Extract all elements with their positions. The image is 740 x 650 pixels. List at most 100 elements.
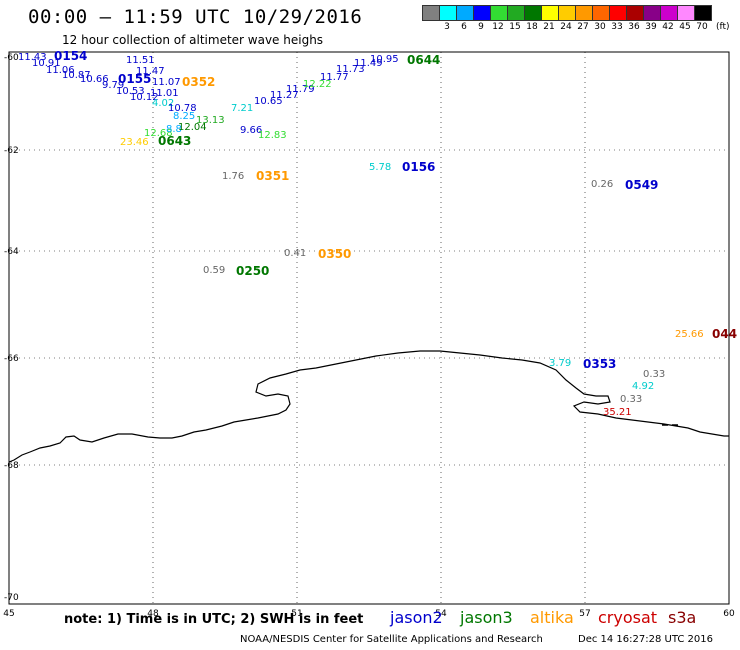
wave-height-label: 12.04 [178, 122, 207, 133]
wave-height-label: 12.83 [258, 130, 287, 141]
lat-tick-label: -64 [4, 247, 19, 257]
lon-tick-label: 48 [147, 609, 159, 619]
wave-height-label: 12.68 [144, 128, 173, 139]
map-subtitle: 12 hour collection of altimeter wave hei… [62, 33, 324, 47]
wave-height-label: 10.53 [116, 86, 145, 97]
map-title: 00:00 – 11:59 UTC 10/29/2016 [28, 6, 363, 28]
wave-height-label: 11.51 [126, 55, 155, 66]
legend-label: 45 [679, 22, 691, 32]
wave-height-label: 10.78 [168, 103, 197, 114]
wave-height-label: 23.46 [120, 137, 149, 148]
pass-time-label: 0549 [625, 178, 658, 192]
satellite-jason3: jason3 [460, 608, 513, 627]
legend-label: 18 [526, 22, 538, 32]
pass-time-label: 0156 [402, 160, 435, 174]
wave-height-label: 11.01 [150, 88, 179, 99]
wave-height-label: 0.33 [620, 394, 642, 405]
wave-height-label: 25.66 [675, 329, 704, 340]
wave-height-label: 11.79 [286, 84, 315, 95]
wave-height-label: 0.33 [643, 369, 665, 380]
wave-height-label: 11.77 [320, 72, 349, 83]
wave-height-label: 1.76 [222, 171, 244, 182]
legend-label: 30 [594, 22, 606, 32]
satellite-cryosat: cryosat [598, 608, 658, 627]
lon-tick-label: 60 [723, 609, 735, 619]
wave-height-label: 11.47 [136, 66, 165, 77]
legend-label: 3 [444, 22, 450, 32]
wave-height-label: 10.91 [32, 58, 61, 69]
wave-height-label: 0.41 [284, 248, 306, 259]
lon-tick-label: 45 [3, 609, 14, 619]
wave-height-label: 11.27 [270, 90, 299, 101]
footer-note: note: 1) Time is in UTC; 2) SWH is in fe… [64, 612, 364, 627]
observation-labels: 11.43 015410.9111.0610.8710.669.79015510.… [18, 49, 737, 418]
wave-height-label: 0.59 [203, 265, 225, 276]
legend-label: 24 [560, 22, 572, 32]
wave-height-label: 11.73 [336, 64, 365, 75]
satellite-jason2: jason2 [390, 608, 443, 627]
lat-tick-label: -68 [4, 461, 19, 471]
wave-height-label: 10.95 [370, 54, 399, 65]
satellite-altika: altika [530, 608, 574, 627]
lon-tick-label: 54 [435, 609, 447, 619]
wave-height-label: 10.66 [80, 74, 109, 85]
wave-height-label: 8.25 [173, 111, 195, 122]
wave-height-label: 35.21 [603, 407, 632, 418]
color-scale-legend [422, 5, 712, 21]
wave-height-label: 4.02 [152, 98, 174, 109]
lon-tick-label: 51 [291, 609, 302, 619]
legend-label: 70 [696, 22, 708, 32]
wave-height-label: 11.49 [354, 58, 383, 69]
plot-frame [8, 51, 730, 605]
wave-height-label: 9.66 [240, 125, 262, 136]
wave-height-label: 10.87 [62, 70, 91, 81]
legend-label: 27 [577, 22, 589, 32]
legend-label: 36 [628, 22, 640, 32]
legend-label: 6 [461, 22, 467, 32]
lat-tick-label: -62 [4, 146, 19, 156]
pass-time-label: 0250 [236, 264, 269, 278]
wave-height-label: 4.92 [632, 381, 654, 392]
pass-time-label: 0352 [182, 75, 215, 89]
wave-height-label: 9.79 [102, 80, 124, 91]
wave-height-label: 8.8 [166, 124, 182, 135]
lat-tick-label: -66 [4, 354, 19, 364]
wave-height-label: 10.12 [130, 92, 159, 103]
wave-height-label: 10.65 [254, 96, 283, 107]
pass-time-label: 0353 [583, 357, 616, 371]
coastline [8, 350, 729, 463]
legend-label: 21 [543, 22, 555, 32]
pass-time-label: 0643 [158, 134, 191, 148]
wave-height-label: 5.78 [369, 162, 391, 173]
lon-tick-label: 57 [579, 609, 590, 619]
pass-time-label: 0350 [318, 247, 351, 261]
legend-unit: (ft) [716, 22, 730, 32]
legend-label: 9 [478, 22, 484, 32]
footer-date: Dec 14 16:27:28 UTC 2016 [578, 634, 713, 645]
pass-time-label: 0644 [407, 53, 440, 67]
legend-swatch [694, 5, 712, 21]
wave-height-label: 7.21 [231, 103, 253, 114]
color-scale-labels: 3 6 9 12 15 18 21 24 27 30 33 36 39 42 45 70 [422, 22, 740, 34]
wave-height-label: 0.26 [591, 179, 613, 190]
wave-height-label: 11.07 [152, 77, 181, 88]
legend-label: 39 [645, 22, 657, 32]
pass-time-label: 044 [712, 327, 737, 341]
wave-height-label: 13.13 [196, 115, 225, 126]
satellite-s3a: s3a [668, 608, 697, 627]
legend-label: 42 [662, 22, 674, 32]
wave-height-label: 11.06 [46, 65, 75, 76]
lat-tick-label: -70 [4, 593, 19, 603]
pass-time-label: 0351 [256, 169, 289, 183]
legend-label: 12 [492, 22, 504, 32]
legend-label: 33 [611, 22, 623, 32]
wave-height-label: 12.22 [303, 79, 332, 90]
legend-label: 15 [509, 22, 521, 32]
footer-credit: NOAA/NESDIS Center for Satellite Applica… [240, 634, 543, 645]
lat-tick-label: -60 [4, 53, 19, 63]
pass-time-label: 0154 [54, 49, 87, 63]
wave-height-label: 11.43 [18, 52, 47, 63]
wave-height-label: 3.79 [549, 358, 571, 369]
pass-time-label: 0155 [118, 72, 151, 86]
